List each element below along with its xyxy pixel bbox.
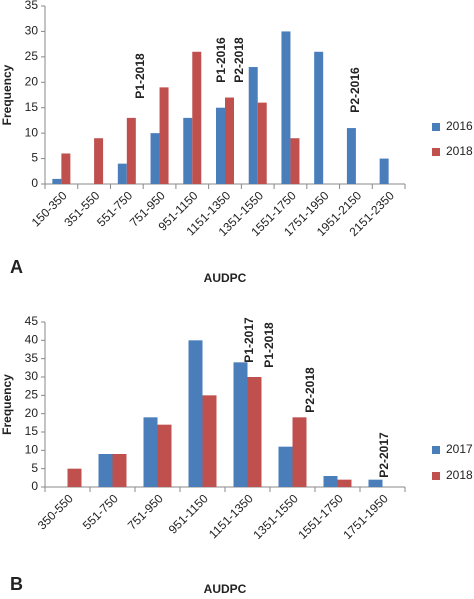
bar <box>112 454 127 487</box>
bar <box>225 97 234 184</box>
bar <box>98 454 113 487</box>
bar <box>337 479 352 487</box>
panel-label: B <box>10 574 23 594</box>
bar <box>216 107 225 184</box>
bar <box>247 377 262 487</box>
bar <box>61 153 71 184</box>
bar <box>183 117 193 184</box>
y-tick-label: 35 <box>25 0 39 12</box>
y-tick-label: 5 <box>31 151 38 165</box>
y-tick-label: 25 <box>25 388 39 402</box>
y-tick-label: 15 <box>25 424 39 438</box>
legend-swatch <box>432 446 440 454</box>
y-axis-label: Frequency <box>0 374 14 435</box>
bar <box>346 128 356 184</box>
y-tick-label: 10 <box>25 125 39 139</box>
y-tick-label: 25 <box>25 49 39 63</box>
x-axis-label: AUDPC <box>204 582 247 596</box>
legend-label: 2018 <box>446 468 473 482</box>
legend-label: 2018 <box>446 144 473 158</box>
bar <box>379 158 389 184</box>
legend-label: 2016 <box>446 119 473 133</box>
bar <box>323 476 338 487</box>
x-tick-label: 551-750 <box>80 491 121 532</box>
bar <box>52 178 62 184</box>
bar <box>192 51 202 185</box>
x-tick-label: 1751-1950 <box>340 491 391 542</box>
x-tick-label: 1551-1750 <box>295 491 346 542</box>
annotation: P2-2018 <box>303 367 317 413</box>
bar <box>126 117 136 184</box>
y-tick-label: 0 <box>31 176 38 190</box>
legend-swatch <box>432 148 440 156</box>
bar <box>314 51 324 185</box>
bar <box>281 31 291 184</box>
panel-label: A <box>10 257 23 277</box>
y-tick-label: 40 <box>25 333 39 347</box>
legend-label: 2017 <box>446 442 473 456</box>
annotation: P1-2018 <box>262 322 276 368</box>
bar <box>159 87 169 184</box>
bar <box>257 102 267 184</box>
legend-swatch <box>432 123 440 131</box>
bar <box>368 479 383 487</box>
annotation: P2-2016 <box>348 67 362 113</box>
bar <box>94 138 104 184</box>
y-tick-label: 20 <box>25 74 39 88</box>
x-tick-label: 1151-1350 <box>206 491 256 541</box>
y-tick-label: 35 <box>25 351 39 365</box>
bar <box>150 133 160 184</box>
bar <box>292 417 307 487</box>
annotation: P2-2018 <box>232 37 246 83</box>
bar <box>290 138 300 184</box>
x-tick-label: 350-550 <box>35 491 76 532</box>
bar <box>233 362 248 487</box>
y-tick-label: 30 <box>25 24 39 38</box>
y-tick-label: 30 <box>25 369 39 383</box>
annotation: P2-2017 <box>377 432 391 478</box>
y-tick-label: 0 <box>31 479 38 493</box>
bar <box>202 395 217 487</box>
y-tick-label: 15 <box>25 100 39 114</box>
bar <box>248 67 258 184</box>
bar <box>143 417 158 487</box>
bar <box>157 424 172 487</box>
x-tick-label: 751-950 <box>125 491 166 532</box>
x-axis-label: AUDPC <box>204 271 247 285</box>
y-tick-label: 5 <box>31 461 38 475</box>
bar <box>188 340 203 487</box>
bar <box>67 468 82 487</box>
annotation: P1-2017 <box>242 317 256 363</box>
x-tick-label: 1351-1550 <box>250 491 301 542</box>
y-tick-label: 45 <box>25 314 39 328</box>
x-tick-label: 951-1150 <box>166 491 211 536</box>
bar <box>117 163 127 184</box>
legend-swatch <box>432 472 440 480</box>
y-tick-label: 20 <box>25 406 39 420</box>
y-tick-label: 10 <box>25 443 39 457</box>
y-axis-label: Frequency <box>0 64 14 125</box>
annotation: P1-2016 <box>214 37 228 83</box>
bar <box>278 446 293 487</box>
annotation: P1-2018 <box>133 53 147 99</box>
